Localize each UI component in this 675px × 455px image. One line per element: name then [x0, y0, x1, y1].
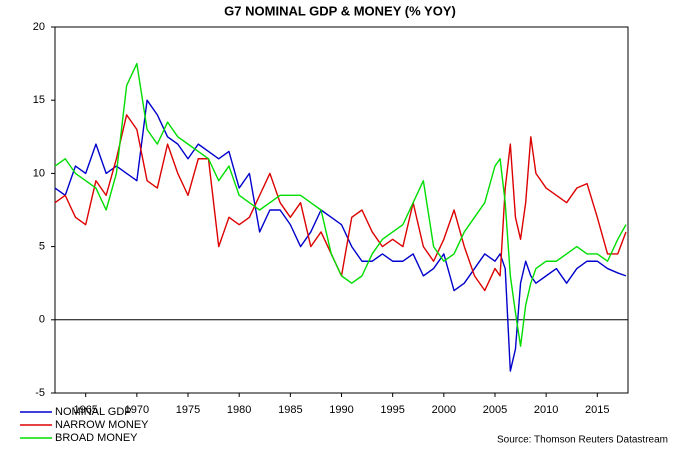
y-tick-label: 20 — [33, 21, 45, 33]
x-tick-label: 1980 — [227, 404, 251, 416]
x-tick-label: 2010 — [534, 404, 558, 416]
x-tick-label: 2015 — [585, 404, 609, 416]
x-tick-label: 2000 — [432, 404, 456, 416]
x-tick-label: 1995 — [380, 404, 404, 416]
y-tick-label: 0 — [39, 314, 45, 326]
series-line — [54, 114, 627, 292]
source-note: Source: Thomson Reuters Datastream — [497, 435, 668, 446]
x-tick-label: 1975 — [176, 404, 200, 416]
legend-label: NARROW MONEY — [55, 419, 149, 431]
y-tick-label: 5 — [39, 241, 45, 253]
legend-label: BROAD MONEY — [55, 432, 138, 444]
x-tick-label: 1985 — [278, 404, 302, 416]
x-tick-label: 1990 — [329, 404, 353, 416]
series-line — [54, 99, 627, 372]
series-line — [54, 62, 627, 347]
plot-frame — [54, 26, 629, 394]
chart-title: G7 NOMINAL GDP & MONEY (% YOY) — [224, 3, 456, 18]
y-tick-label: -5 — [35, 387, 45, 399]
y-tick-label: 10 — [33, 167, 45, 179]
x-tick-label: 2005 — [483, 404, 507, 416]
legend-label: NOMINAL GDP — [55, 406, 132, 418]
y-tick-label: 15 — [33, 94, 45, 106]
x-tick-label: 1965 — [73, 404, 97, 416]
x-tick-label: 1970 — [125, 404, 149, 416]
